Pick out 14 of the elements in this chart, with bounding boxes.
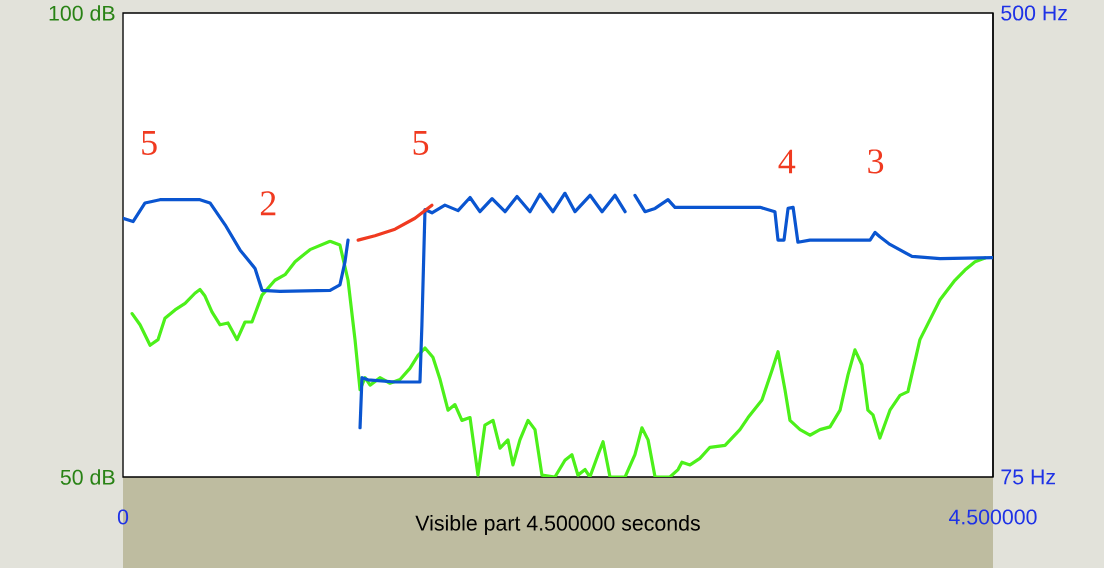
y-tick-label: 100 dB: [49, 5, 115, 21]
x-tick-label: 0: [117, 509, 129, 525]
annotation: 3: [868, 149, 884, 174]
y-tick-label: 50 dB: [60, 469, 115, 485]
annotation: 5: [142, 130, 157, 155]
line-series: [130, 239, 987, 477]
annotation: 5: [413, 130, 429, 155]
x-axis-title: Visible part 4.500000 seconds: [415, 515, 700, 535]
y2-tick-label: 500 Hz: [1001, 5, 1067, 21]
annotation: 4: [778, 149, 796, 174]
annotation: 2: [260, 191, 276, 216]
line-series: [356, 203, 434, 242]
x-tick-label: 4.500000: [948, 509, 1037, 525]
y2-tick-label: 75 Hz: [1001, 469, 1055, 485]
